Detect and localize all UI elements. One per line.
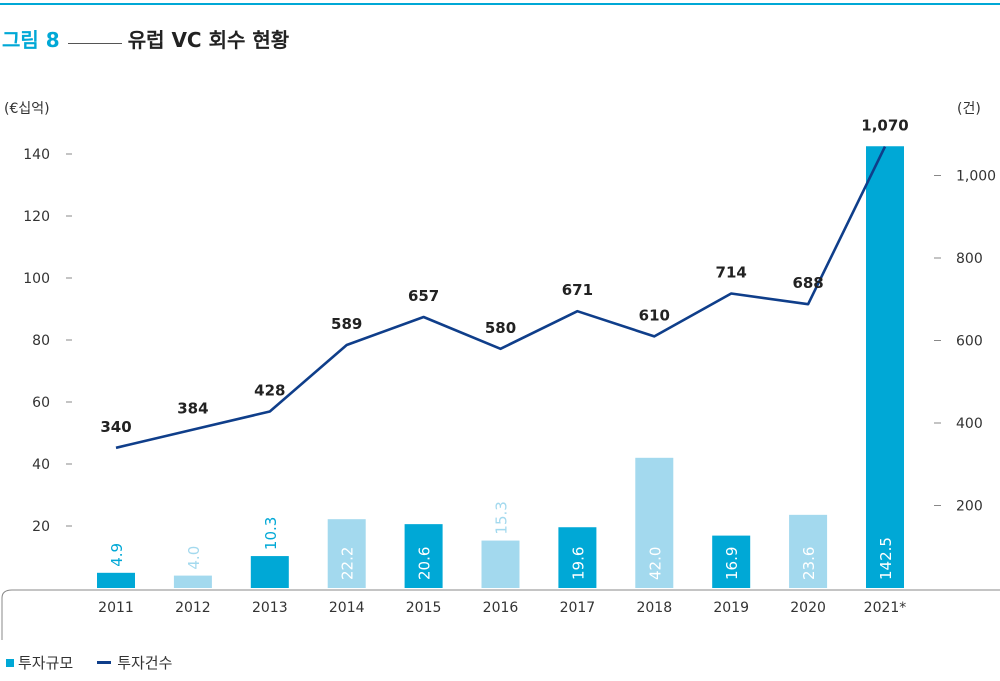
bar-value-label: 42.0 <box>646 547 664 580</box>
left-tick-label: 140 <box>23 147 50 163</box>
figure-title-text: 유럽 VC 회수 현황 <box>127 28 290 52</box>
legend-line-swatch <box>97 661 112 664</box>
line-value-label: 589 <box>331 315 362 333</box>
right-tick-label: 600 <box>956 334 983 350</box>
x-axis-baseline <box>1 589 1000 640</box>
bar <box>712 535 751 588</box>
right-tick-label: 200 <box>956 499 983 515</box>
right-tick-label: 1,000 <box>956 169 996 185</box>
bar-value-label: 23.6 <box>800 547 818 580</box>
bar <box>97 572 135 588</box>
bar-value-label: 16.9 <box>723 547 741 580</box>
x-tick-label: 2015 <box>406 600 442 616</box>
bar <box>635 457 674 588</box>
line-value-label: 1,070 <box>861 117 908 135</box>
bar-value-label: 4.0 <box>185 546 203 570</box>
bar-value-label: 19.6 <box>569 547 587 580</box>
right-tick-label: 800 <box>956 251 983 267</box>
x-tick-label: 2017 <box>560 600 596 616</box>
left-tick-label: 60 <box>32 395 50 411</box>
line-value-label: 428 <box>254 381 285 399</box>
left-tick-label: 40 <box>32 457 50 473</box>
line-value-label: 714 <box>716 263 747 281</box>
left-tick-label: 100 <box>23 271 50 287</box>
x-tick-label: 2019 <box>713 600 749 616</box>
figure-title: 그림 8 유럽 VC 회수 현황 <box>2 24 289 53</box>
left-axis-unit: (€십억) <box>4 101 50 117</box>
bar <box>173 575 212 588</box>
bar <box>789 514 828 588</box>
top-rule <box>0 3 1000 5</box>
bar <box>866 146 904 588</box>
title-underline <box>67 43 122 44</box>
figure-number: 그림 8 <box>2 28 60 52</box>
bar <box>481 540 520 588</box>
line-series-path <box>115 146 887 450</box>
x-tick-label: 2011 <box>98 600 134 616</box>
left-tick-label: 20 <box>32 519 50 535</box>
line-value-label: 671 <box>562 281 593 299</box>
line-value-label: 340 <box>100 418 131 436</box>
line-value-label: 657 <box>408 287 439 305</box>
legend: 투자규모 투자건수 <box>6 652 196 673</box>
line-value-label: 580 <box>485 319 516 337</box>
line-value-label: 688 <box>792 274 823 292</box>
legend-bar-label: 투자규모 <box>18 654 74 672</box>
right-tick-label: 400 <box>956 416 983 432</box>
x-tick-label: 2020 <box>790 600 826 616</box>
legend-item-bar: 투자규모 <box>6 652 73 673</box>
bar-value-label: 4.9 <box>108 543 126 567</box>
bar <box>250 556 289 588</box>
bar-value-label: 142.5 <box>877 537 895 580</box>
line-value-label: 384 <box>177 400 208 418</box>
bar-value-label: 15.3 <box>493 501 511 534</box>
x-tick-label: 2014 <box>329 600 365 616</box>
legend-line-label: 투자건수 <box>117 654 173 672</box>
legend-bar-swatch <box>6 658 14 667</box>
bar <box>558 527 597 588</box>
right-axis-unit: (건) <box>957 101 981 117</box>
bar-value-label: 22.2 <box>339 547 357 580</box>
left-tick-label: 120 <box>23 209 50 225</box>
left-tick-label: 80 <box>32 333 50 349</box>
line-value-label: 610 <box>639 306 670 324</box>
legend-item-line: 투자건수 <box>97 652 172 673</box>
x-tick-label: 2013 <box>252 600 288 616</box>
bar <box>404 524 443 588</box>
bar-value-label: 10.3 <box>262 517 280 550</box>
x-tick-label: 2018 <box>636 600 672 616</box>
x-tick-label: 2021* <box>864 600 907 616</box>
x-tick-label: 2016 <box>483 600 519 616</box>
bar-value-label: 20.6 <box>416 547 434 580</box>
x-tick-label: 2012 <box>175 600 211 616</box>
bar <box>327 519 366 588</box>
